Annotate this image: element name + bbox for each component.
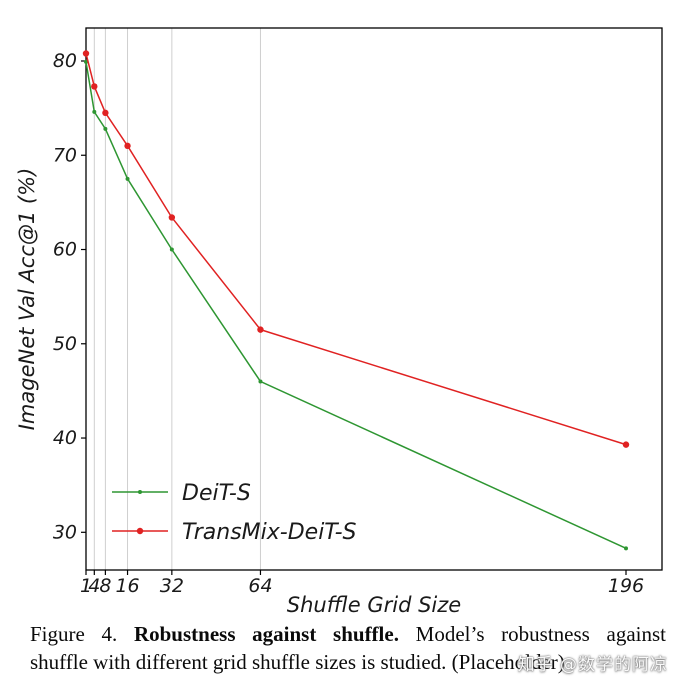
caption-figure-number: Figure 4. [30, 622, 134, 646]
x-tick-label: 16 [115, 575, 139, 597]
legend-sample-marker-transmix-deit-s [136, 527, 144, 535]
x-axis-title: Shuffle Grid Size [287, 593, 461, 617]
legend-label-transmix-deit-s: TransMix-DeiT-S [182, 520, 357, 545]
y-axis-title: ImageNet Val Acc@1 (%) [15, 168, 39, 431]
x-tick-label: 8 [99, 575, 111, 597]
caption-line-1: Figure 4. Robustness against shuffle. Mo… [30, 620, 666, 648]
x-tick-label: 4 [88, 575, 100, 597]
x-tick-label: 1 [80, 575, 92, 597]
series-marker-deit-s [624, 546, 628, 551]
robustness-line-chart: 148 16 32 64 196 30 40 50 60 70 80 Shuffle Grid Siz… [15, 27, 663, 617]
series-line-transmix-deit-s [85, 53, 627, 446]
series-marker-deit-s [169, 247, 174, 252]
series-marker-deit-s [258, 379, 263, 384]
x-tick-label: 196 [608, 575, 644, 597]
x-tick-label: 64 [248, 575, 272, 597]
series-marker-transmix-deit-s [168, 214, 176, 221]
caption-text-2: shuffle with different grid shuffle size… [30, 650, 565, 674]
caption-bold-title: Robustness against shuffle. [133, 622, 399, 646]
y-tick-label: 70 [53, 144, 77, 166]
series-marker-deit-s [103, 126, 108, 131]
y-tick-label: 30 [53, 521, 77, 543]
series-marker-transmix-deit-s [257, 326, 264, 333]
series-marker-deit-s [92, 109, 97, 114]
caption-line-2: shuffle with different grid shuffle size… [30, 648, 666, 676]
y-tick-label: 50 [53, 333, 77, 355]
series-marker-transmix-deit-s [622, 441, 630, 448]
series-line-deit-s [85, 61, 627, 550]
y-tick-label: 40 [53, 427, 77, 449]
series-marker-deit-s [125, 176, 130, 181]
legend-sample-marker-deit-s [138, 490, 142, 494]
series-marker-transmix-deit-s [91, 83, 98, 90]
x-tick-label: 32 [160, 575, 184, 597]
series-marker-deit-s [84, 59, 88, 64]
plot-frame [85, 27, 663, 571]
series-marker-transmix-deit-s [82, 50, 90, 57]
series-marker-transmix-deit-s [102, 109, 109, 117]
watermark: 知乎 @数学的阿凉 [517, 655, 668, 675]
y-tick-label: 60 [53, 239, 77, 261]
y-tick-label: 80 [53, 50, 77, 72]
caption-text-1: Model’s robustness against [398, 622, 667, 646]
legend-label-deit-s: DeiT-S [182, 481, 251, 506]
series-marker-transmix-deit-s [124, 142, 131, 150]
figure-caption: Figure 4. Robustness against shuffle. Mo… [30, 620, 666, 676]
